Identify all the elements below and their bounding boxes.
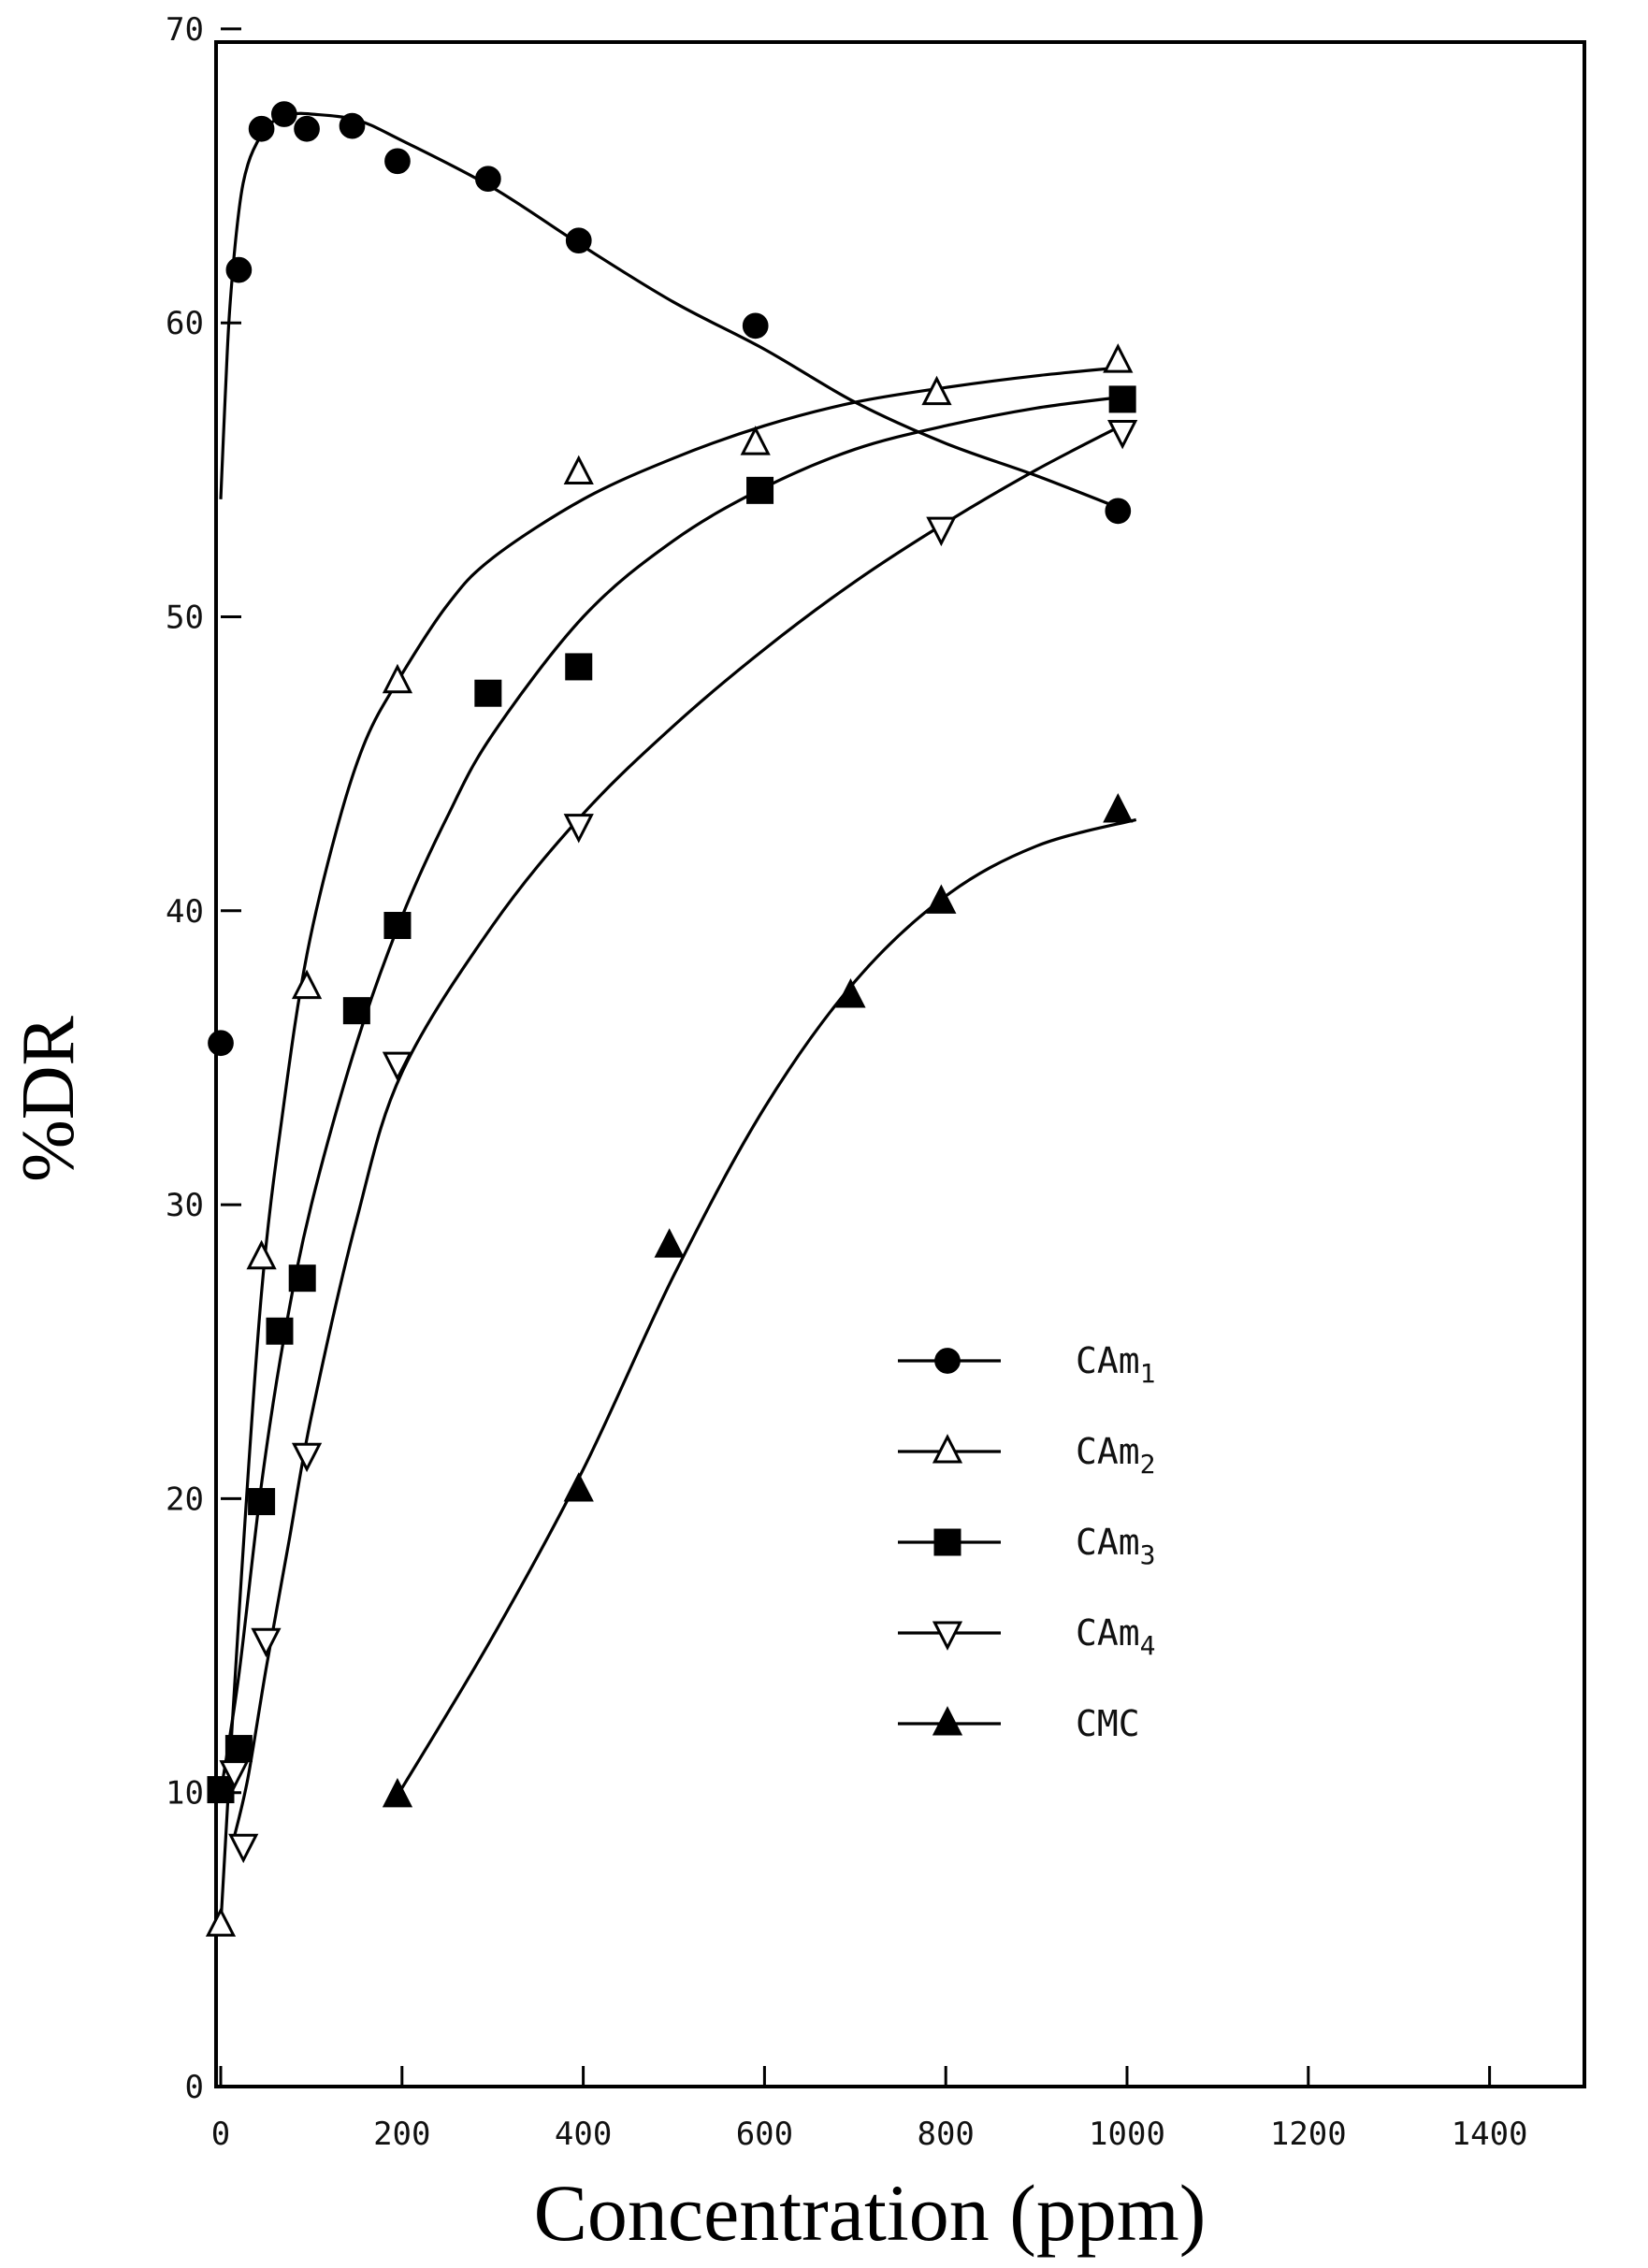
point-cmc-0 [382,1777,413,1808]
y-tick-label-10: 10 [166,1775,204,1813]
y-tick-label-40: 40 [166,893,204,931]
x-tick-label-600: 600 [736,2116,793,2153]
point-cam4-7 [1107,419,1138,450]
series-markers [205,101,1138,1937]
point-cam4-4 [382,1051,413,1082]
y-tick-label-20: 20 [166,1481,204,1518]
series-line-cam3 [219,395,1128,1793]
y-tick-label-70: 70 [166,11,204,49]
legend-marker-cam4 [932,1621,963,1651]
y-tick-label-30: 30 [166,1187,204,1224]
point-cmc-5 [1103,793,1134,823]
legend: CAm1 CAm2 CAm3 CAm4 CMC [898,1340,1156,1744]
point-cmc-3 [835,978,866,1008]
point-cmc-2 [654,1228,685,1258]
point-cam2-5 [740,426,771,455]
point-cam4-0 [219,1760,250,1790]
point-cam1-4 [294,115,320,142]
point-cam1-8 [565,227,592,254]
point-cam4-1 [228,1833,259,1864]
legend-label-cam3: CAm3 [1076,1522,1156,1570]
point-cam3-7 [474,679,502,707]
point-cam2-6 [921,375,952,406]
legend-label-cam1: CAm1 [1076,1340,1156,1389]
point-cam1-0 [208,1030,234,1057]
series-line-cam1 [219,111,1128,513]
point-cam3-2 [248,1488,276,1516]
axis-ticks: 0 200 400 600 800 1000 1200 1400 0 10 20 30 40 50 60 70 [166,11,1527,2153]
point-cam3-6 [383,912,412,940]
legend-marker-cam2 [932,1434,963,1464]
point-cam1-10 [1105,498,1132,525]
x-tick-label-400: 400 [555,2116,612,2153]
point-cam1-1 [225,256,253,283]
point-cam4-3 [291,1442,323,1473]
point-cam4-6 [926,516,957,547]
point-cam3-3 [266,1317,294,1345]
point-cam4-5 [563,814,594,844]
point-cam1-9 [742,312,769,339]
legend-marker-cam1 [934,1348,961,1374]
point-cam2-0 [205,1907,237,1937]
point-cam1-2 [248,115,275,142]
point-cam3-9 [746,476,774,504]
point-cam3-1 [224,1735,253,1763]
x-axis-title: Concentration (ppm) [534,2168,1207,2258]
point-cam2-2 [291,969,323,1000]
y-tick-label-60: 60 [166,305,204,342]
legend-marker-cam3 [933,1528,961,1556]
point-cam2-4 [563,455,594,485]
series-line-cam4 [232,421,1128,1838]
point-cam3-8 [565,653,593,681]
y-tick-label-0: 0 [185,2069,204,2106]
point-cam3-4 [288,1264,316,1293]
x-tick-label-1200: 1200 [1270,2116,1347,2153]
x-tick-label-200: 200 [373,2116,430,2153]
point-cam2-3 [382,663,413,694]
point-cam2-7 [1103,343,1134,373]
point-cam3-0 [207,1776,235,1804]
point-cam1-7 [475,166,501,193]
plot-frame [214,40,1586,2088]
x-tick-label-0: 0 [211,2116,230,2153]
x-tick-label-800: 800 [917,2116,974,2153]
legend-label-cam4: CAm4 [1076,1612,1156,1661]
point-cam1-5 [339,112,366,139]
point-cam1-6 [384,148,411,175]
series-line-cmc [396,817,1137,1797]
x-tick-label-1400: 1400 [1452,2116,1528,2153]
legend-label-cmc: CMC [1076,1703,1140,1744]
point-cam4-2 [251,1627,282,1658]
point-cam2-1 [246,1239,277,1270]
point-cam1-3 [270,101,297,127]
point-cam3-10 [1108,385,1136,413]
y-tick-label-50: 50 [166,600,204,637]
legend-label-cam2: CAm2 [1076,1431,1156,1480]
series-line-cam2 [219,365,1128,1926]
point-cmc-4 [926,884,957,914]
y-axis-title: %DR [7,1015,90,1181]
point-cmc-1 [563,1472,594,1502]
point-cam3-5 [342,997,370,1025]
legend-marker-cmc [932,1706,963,1736]
x-tick-label-1000: 1000 [1089,2116,1165,2153]
